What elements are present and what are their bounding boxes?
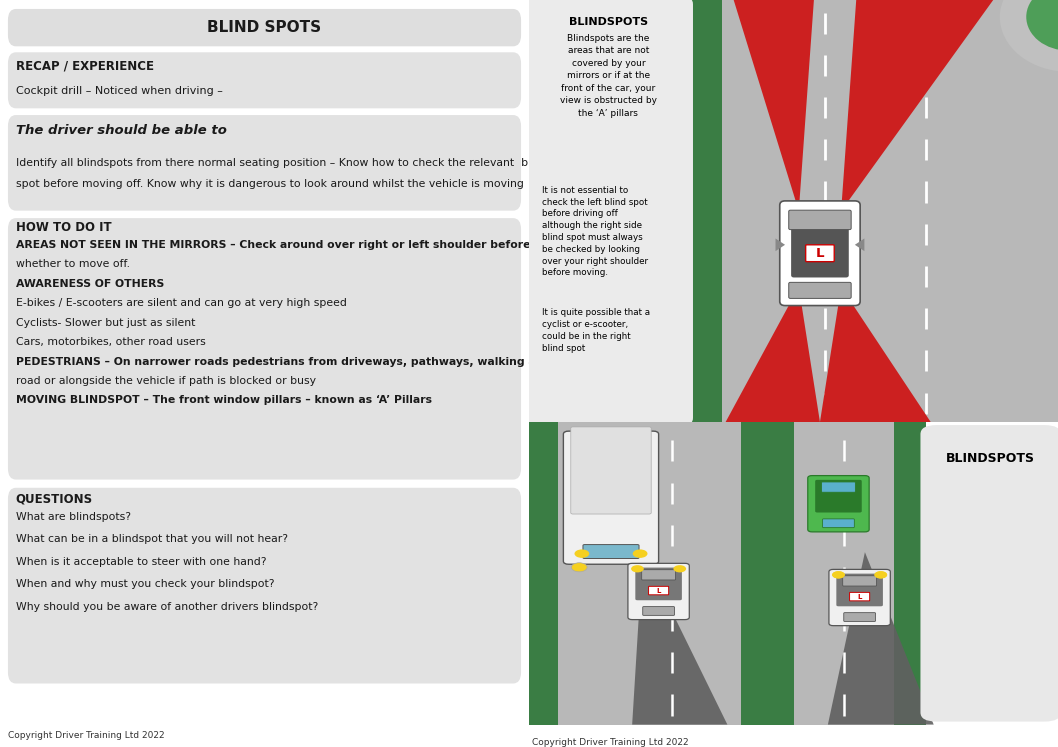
Polygon shape: [841, 0, 1058, 211]
FancyBboxPatch shape: [789, 282, 852, 298]
Polygon shape: [772, 422, 915, 725]
FancyBboxPatch shape: [580, 439, 641, 458]
Text: What can be in a blindspot that you will not hear?: What can be in a blindspot that you will…: [16, 534, 288, 545]
Text: Copyright Driver Training Ltd 2022: Copyright Driver Training Ltd 2022: [531, 738, 689, 747]
Polygon shape: [714, 0, 820, 211]
Polygon shape: [827, 552, 933, 725]
Circle shape: [875, 571, 887, 578]
FancyBboxPatch shape: [780, 201, 860, 306]
Text: It is quite possible that a
cyclist or e-scooter,
could be in the right
blind sp: It is quite possible that a cyclist or e…: [543, 308, 651, 353]
Circle shape: [574, 550, 589, 558]
Text: E-bikes / E-scooters are silent and can go at very high speed: E-bikes / E-scooters are silent and can …: [16, 298, 347, 309]
Polygon shape: [894, 422, 926, 725]
Text: What are blindspots?: What are blindspots?: [16, 512, 131, 522]
Polygon shape: [820, 287, 936, 430]
FancyBboxPatch shape: [808, 476, 870, 532]
Polygon shape: [762, 422, 794, 725]
Text: L: L: [816, 247, 824, 260]
Text: BLIND SPOTS: BLIND SPOTS: [207, 20, 322, 35]
FancyBboxPatch shape: [635, 568, 682, 601]
FancyBboxPatch shape: [649, 586, 669, 595]
Text: BLINDSPOTS: BLINDSPOTS: [946, 452, 1036, 465]
Text: road or alongside the vehicle if path is blocked or busy: road or alongside the vehicle if path is…: [16, 376, 316, 386]
Polygon shape: [529, 422, 762, 725]
Polygon shape: [686, 0, 725, 422]
Polygon shape: [633, 552, 728, 725]
FancyBboxPatch shape: [806, 245, 835, 261]
Text: HOW TO DO IT: HOW TO DO IT: [16, 221, 111, 235]
Circle shape: [875, 571, 887, 578]
FancyBboxPatch shape: [920, 425, 1058, 722]
Circle shape: [832, 571, 844, 578]
FancyBboxPatch shape: [829, 569, 891, 626]
FancyBboxPatch shape: [791, 225, 849, 277]
FancyBboxPatch shape: [8, 218, 521, 480]
Text: Cars, motorbikes, other road users: Cars, motorbikes, other road users: [16, 337, 205, 347]
Text: Copyright Driver Training Ltd 2022: Copyright Driver Training Ltd 2022: [8, 731, 165, 740]
Circle shape: [674, 565, 686, 572]
Text: QUESTIONS: QUESTIONS: [16, 492, 93, 506]
FancyBboxPatch shape: [8, 52, 521, 108]
Polygon shape: [714, 287, 820, 443]
Polygon shape: [529, 422, 559, 725]
FancyBboxPatch shape: [524, 0, 693, 427]
Text: PEDESTRIANS – On narrower roads pedestrians from driveways, pathways, walking ac: PEDESTRIANS – On narrower roads pedestri…: [16, 356, 591, 367]
FancyBboxPatch shape: [583, 545, 639, 559]
Text: Why should you be aware of another drivers blindspot?: Why should you be aware of another drive…: [16, 601, 318, 612]
Polygon shape: [776, 238, 785, 251]
Circle shape: [1000, 0, 1058, 72]
FancyBboxPatch shape: [822, 482, 855, 492]
FancyBboxPatch shape: [836, 574, 882, 607]
FancyBboxPatch shape: [8, 115, 521, 211]
Text: AREAS NOT SEEN IN THE MIRRORS – Check around over right or left shoulder before : AREAS NOT SEEN IN THE MIRRORS – Check ar…: [16, 240, 586, 250]
FancyBboxPatch shape: [643, 607, 675, 616]
FancyBboxPatch shape: [628, 563, 690, 619]
FancyBboxPatch shape: [823, 519, 855, 527]
Text: L: L: [857, 594, 862, 600]
Text: When is it acceptable to steer with one hand?: When is it acceptable to steer with one …: [16, 557, 267, 567]
Text: Cyclists- Slower but just as silent: Cyclists- Slower but just as silent: [16, 317, 196, 328]
Circle shape: [631, 565, 643, 572]
Text: MOVING BLINDSPOT – The front window pillars – known as ‘A’ Pillars: MOVING BLINDSPOT – The front window pill…: [16, 395, 432, 406]
Text: The driver should be able to: The driver should be able to: [16, 124, 226, 137]
FancyBboxPatch shape: [789, 210, 852, 229]
Circle shape: [832, 571, 844, 578]
Text: BLINDSPOTS: BLINDSPOTS: [569, 17, 647, 27]
Text: AWARENESS OF OTHERS: AWARENESS OF OTHERS: [16, 279, 164, 289]
Text: It is not essential to
check the left blind spot
before driving off
although the: It is not essential to check the left bl…: [543, 186, 649, 277]
FancyBboxPatch shape: [641, 570, 676, 580]
Text: Blindspots are the
areas that are not
covered by your
mirrors or if at the
front: Blindspots are the areas that are not co…: [560, 34, 657, 118]
Text: spot before moving off. Know why it is dangerous to look around whilst the vehic: spot before moving off. Know why it is d…: [16, 179, 524, 189]
FancyBboxPatch shape: [850, 592, 870, 601]
Circle shape: [633, 550, 647, 558]
FancyBboxPatch shape: [842, 576, 876, 586]
Polygon shape: [964, 0, 1058, 8]
FancyBboxPatch shape: [8, 9, 521, 46]
Circle shape: [1026, 0, 1058, 51]
Text: Cockpit drill – Noticed when driving –: Cockpit drill – Noticed when driving –: [16, 86, 223, 96]
Text: L: L: [656, 588, 661, 594]
Polygon shape: [723, 0, 1058, 422]
FancyBboxPatch shape: [8, 488, 521, 684]
Circle shape: [571, 562, 587, 571]
Polygon shape: [855, 238, 864, 251]
FancyBboxPatch shape: [815, 480, 861, 512]
FancyBboxPatch shape: [844, 613, 876, 622]
Text: When and why must you check your blindspot?: When and why must you check your blindsp…: [16, 579, 274, 589]
FancyBboxPatch shape: [571, 427, 652, 514]
Text: RECAP / EXPERIENCE: RECAP / EXPERIENCE: [16, 59, 153, 72]
Polygon shape: [741, 422, 772, 725]
Text: whether to move off.: whether to move off.: [16, 259, 130, 270]
FancyBboxPatch shape: [563, 431, 658, 564]
Text: Identify all blindspots from there normal seating position – Know how to check t: Identify all blindspots from there norma…: [16, 158, 551, 168]
